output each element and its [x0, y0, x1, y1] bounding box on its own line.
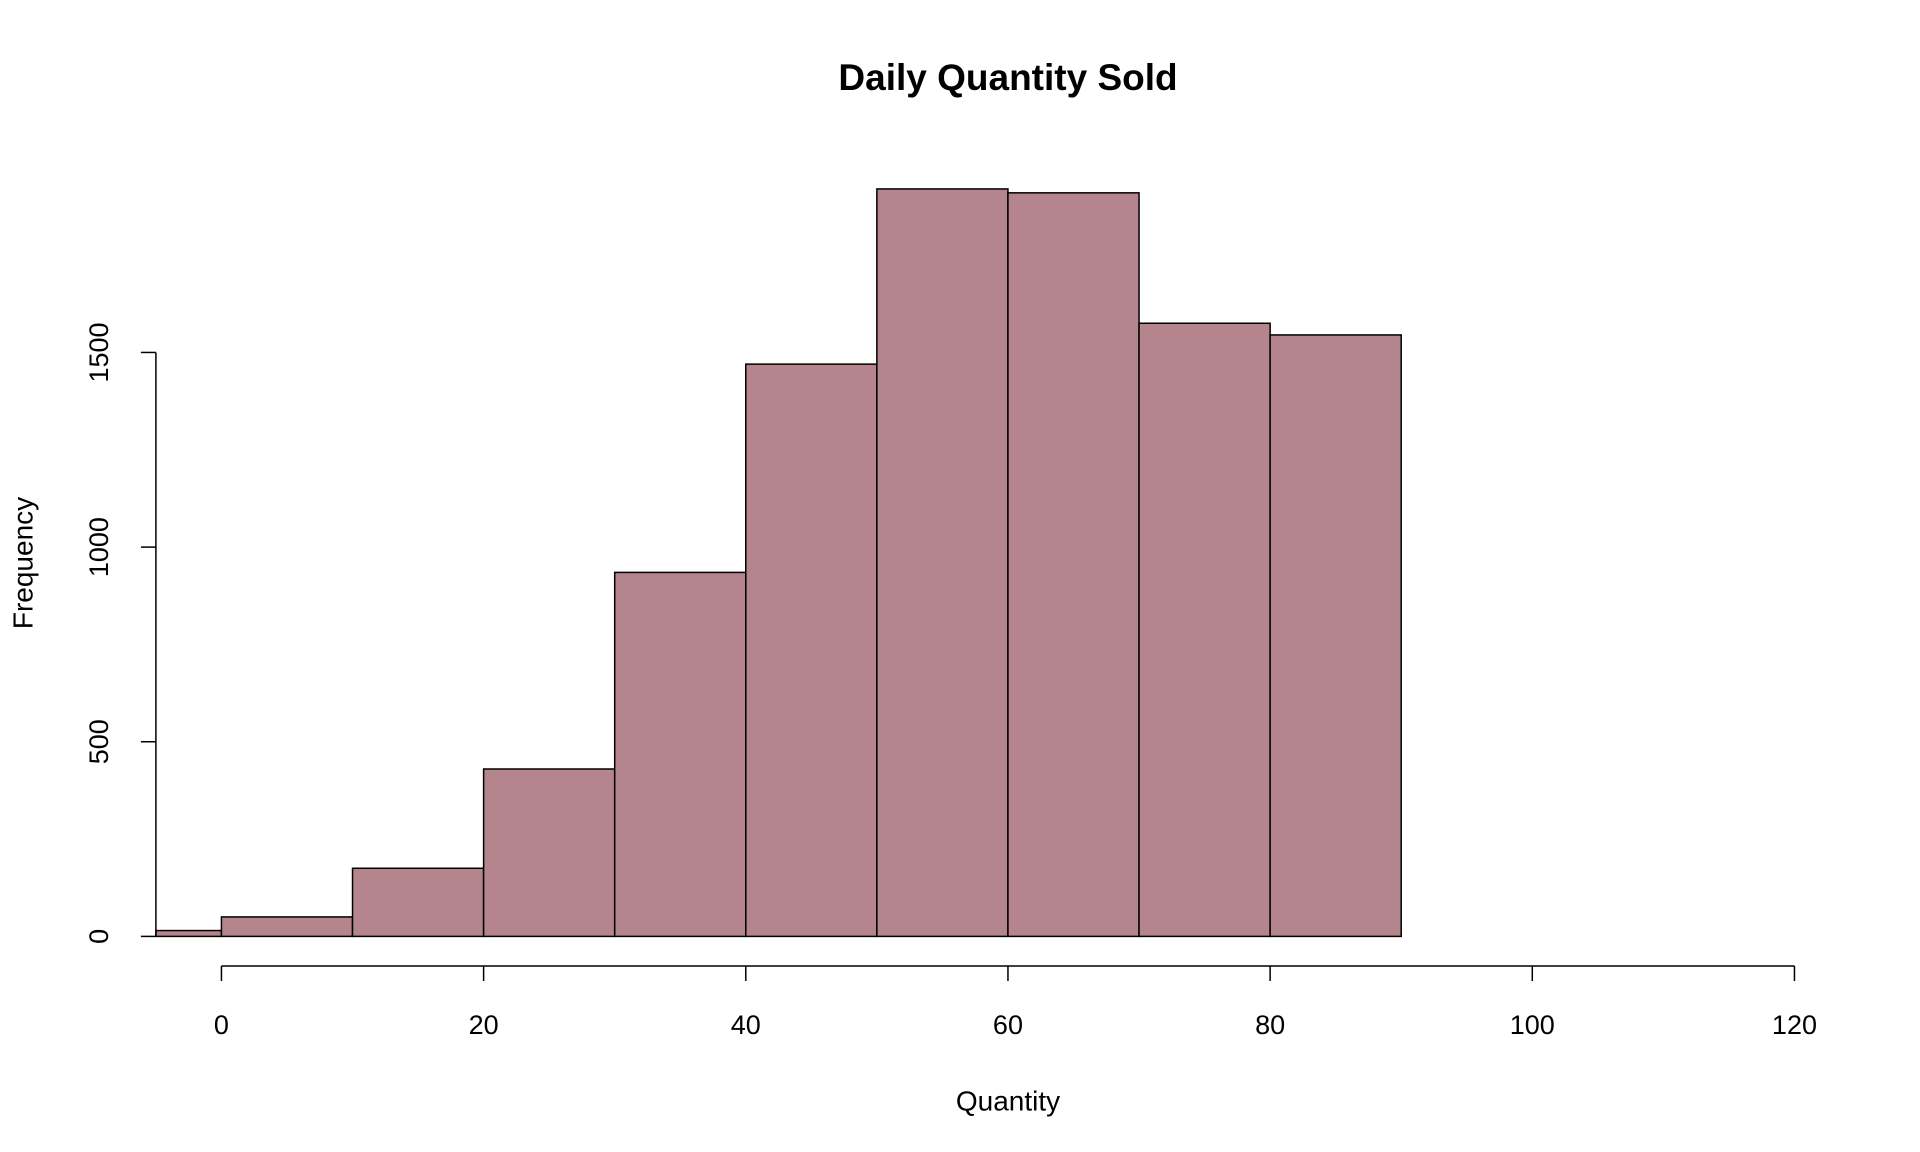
- y-axis-label: Frequency: [7, 497, 38, 629]
- x-tick-label: 100: [1510, 1010, 1555, 1040]
- bar: [613, 571, 747, 938]
- x-tick-label: 20: [469, 1010, 499, 1040]
- bar: [155, 929, 223, 938]
- bar: [220, 916, 354, 938]
- x-tick-label: 0: [214, 1010, 229, 1040]
- x-tick-label: 40: [731, 1010, 761, 1040]
- y-tick-label: 500: [84, 719, 114, 764]
- bar: [1269, 334, 1402, 938]
- y-tick-label: 1500: [84, 322, 114, 382]
- bar: [876, 188, 1009, 938]
- y-tick-label: 0: [84, 929, 114, 944]
- bar: [482, 768, 616, 938]
- bar: [1138, 322, 1271, 938]
- x-tick-label: 80: [1255, 1010, 1285, 1040]
- y-tick-label: 1000: [84, 517, 114, 577]
- x-tick-label: 60: [993, 1010, 1023, 1040]
- bar: [1007, 192, 1140, 938]
- x-tick-label: 120: [1772, 1010, 1817, 1040]
- chart-title: Daily Quantity Sold: [838, 57, 1177, 98]
- x-axis-label: Quantity: [956, 1085, 1060, 1116]
- bar: [351, 867, 485, 938]
- bar: [745, 363, 878, 938]
